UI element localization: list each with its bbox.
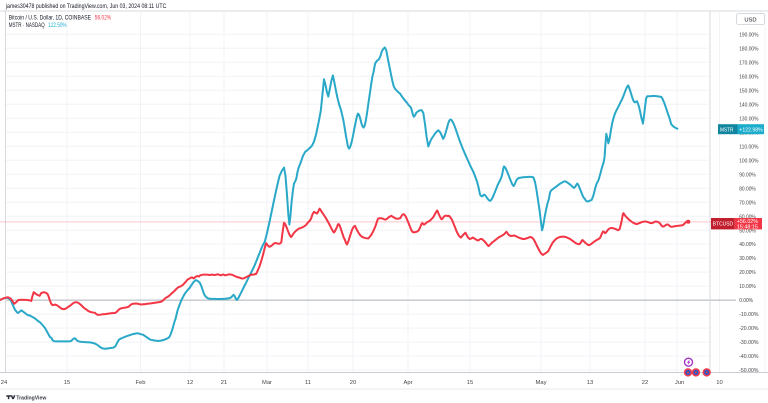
svg-text:60.00%: 60.00% xyxy=(739,214,756,220)
svg-text:190.00%: 190.00% xyxy=(739,32,758,38)
svg-text:BTCUSD: BTCUSD xyxy=(713,222,733,228)
svg-text:15: 15 xyxy=(64,380,70,386)
svg-text:Bitcoin / U.S. Dollar, 1D, COI: Bitcoin / U.S. Dollar, 1D, COINBASE xyxy=(9,16,91,22)
svg-text:Jun: Jun xyxy=(675,380,684,386)
svg-text:-40.00%: -40.00% xyxy=(739,354,758,360)
svg-text:+56.02%: +56.02% xyxy=(737,219,758,225)
svg-text:140.00%: 140.00% xyxy=(739,102,758,108)
svg-text:Mar: Mar xyxy=(262,380,272,386)
svg-text:21: 21 xyxy=(221,380,227,386)
svg-text:MSTR · NASDAQ: MSTR · NASDAQ xyxy=(9,23,45,29)
svg-text:james30478 published on Tradin: james30478 published on TradingView.com,… xyxy=(5,4,167,10)
svg-text:22: 22 xyxy=(642,380,648,386)
svg-text:USD: USD xyxy=(744,17,756,23)
svg-text:50.00%: 50.00% xyxy=(739,228,756,234)
svg-text:12: 12 xyxy=(187,380,193,386)
svg-text:10.00%: 10.00% xyxy=(739,284,756,290)
svg-text:122.50%: 122.50% xyxy=(48,23,67,29)
svg-text:90.00%: 90.00% xyxy=(739,172,756,178)
svg-text:Feb: Feb xyxy=(136,380,146,386)
svg-text:15: 15 xyxy=(467,380,473,386)
svg-text:80.00%: 80.00% xyxy=(739,186,756,192)
svg-text:100.00%: 100.00% xyxy=(739,158,758,164)
svg-text:May: May xyxy=(536,380,547,386)
svg-text:160.00%: 160.00% xyxy=(739,74,758,80)
svg-text:-20.00%: -20.00% xyxy=(739,326,758,332)
svg-text:Apr: Apr xyxy=(403,380,412,386)
svg-text:130.00%: 130.00% xyxy=(739,116,758,122)
svg-text:-50.00%: -50.00% xyxy=(739,368,758,374)
svg-text:170.00%: 170.00% xyxy=(739,60,758,66)
svg-text:150.00%: 150.00% xyxy=(739,88,758,94)
svg-text:20.00%: 20.00% xyxy=(739,270,756,276)
svg-text:-10.00%: -10.00% xyxy=(739,312,758,318)
svg-text:24: 24 xyxy=(1,380,8,386)
svg-text:MSTR: MSTR xyxy=(720,128,734,134)
svg-text:13: 13 xyxy=(587,380,593,386)
svg-text:110.00%: 110.00% xyxy=(739,144,758,150)
svg-text:30.00%: 30.00% xyxy=(739,256,756,262)
svg-text:TradingView: TradingView xyxy=(16,395,46,401)
svg-text:15:48:15: 15:48:15 xyxy=(737,225,758,231)
svg-text:-30.00%: -30.00% xyxy=(739,340,758,346)
svg-text:56.02%: 56.02% xyxy=(95,16,112,22)
svg-text:40.00%: 40.00% xyxy=(739,242,756,248)
svg-text:10: 10 xyxy=(716,380,722,386)
svg-text:70.00%: 70.00% xyxy=(739,200,756,206)
svg-text:180.00%: 180.00% xyxy=(739,46,758,52)
svg-text:+122.98%: +122.98% xyxy=(739,128,763,134)
svg-text:11: 11 xyxy=(305,380,311,386)
svg-text:20: 20 xyxy=(350,380,356,386)
svg-text:0.00%: 0.00% xyxy=(739,298,753,304)
